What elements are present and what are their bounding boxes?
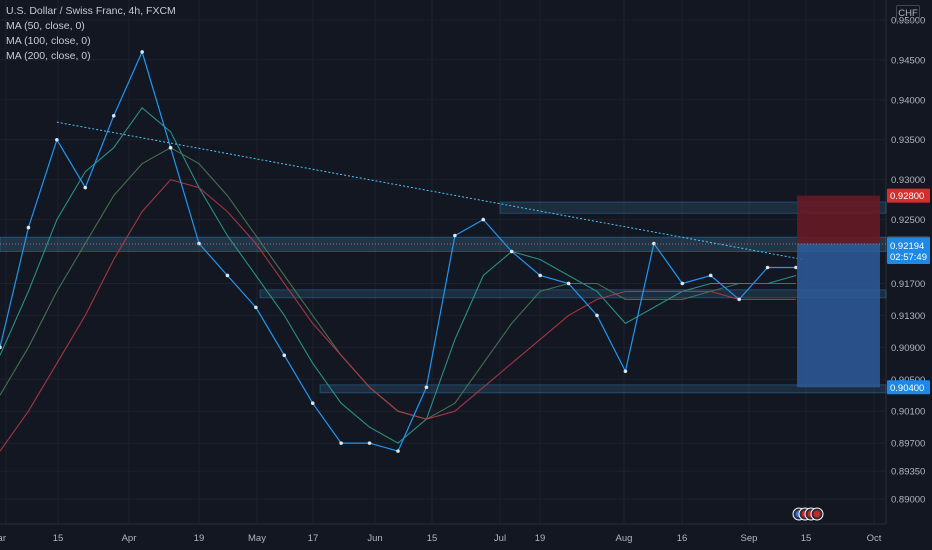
price-point-16 xyxy=(453,233,457,238)
price-point-11 xyxy=(310,401,315,406)
x-tick-label: 19 xyxy=(535,533,546,544)
trend-drawings xyxy=(56,121,804,260)
ma-line-3 xyxy=(0,179,796,452)
target-price-label-bg xyxy=(887,380,930,395)
y-tick-label: 0.91700 xyxy=(891,279,925,290)
current-price-label: 0.92194 xyxy=(890,241,924,252)
support-zone xyxy=(319,384,887,394)
x-tick-label: 19 xyxy=(194,533,205,544)
price-point-17 xyxy=(481,217,486,222)
x-tick-label: 15 xyxy=(53,533,64,544)
horizontal-zones xyxy=(0,201,887,394)
price-point-24 xyxy=(680,281,685,286)
y-tick-label: 0.94500 xyxy=(891,55,925,66)
price-point-19 xyxy=(538,273,542,278)
moving-averages xyxy=(0,106,797,452)
price-point-1 xyxy=(26,225,31,230)
y-tick-label: 0.94000 xyxy=(891,95,925,106)
target-price-label: 0.90400 xyxy=(890,383,924,394)
price-point-3 xyxy=(83,185,88,190)
price-point-15 xyxy=(424,385,429,390)
x-tick-label: Aug xyxy=(616,533,633,544)
price-point-21 xyxy=(595,313,599,318)
y-tick-label: 0.93500 xyxy=(891,135,925,146)
ma50-legend[interactable]: MA (50, close, 0) xyxy=(6,20,85,32)
price-series xyxy=(0,50,798,453)
countdown-label: 02:57:49 xyxy=(890,252,927,263)
ma100-legend[interactable]: MA (100, close, 0) xyxy=(6,35,91,47)
ma200-legend[interactable]: MA (200, close, 0) xyxy=(6,50,91,62)
upper-zone xyxy=(499,201,887,214)
y-tick-label: 0.95000 xyxy=(891,15,925,26)
ma-line-1 xyxy=(0,106,797,444)
economic-events-markers[interactable] xyxy=(792,507,824,521)
price-point-27 xyxy=(765,265,770,270)
y-tick-label: 0.90900 xyxy=(891,343,925,354)
price-point-12 xyxy=(339,441,343,445)
price-point-0 xyxy=(0,345,2,350)
price-point-20 xyxy=(566,281,571,286)
mid-zone xyxy=(259,289,887,299)
price-point-7 xyxy=(197,241,201,246)
chart-grid xyxy=(0,0,887,525)
x-tick-label: Jun xyxy=(367,533,382,544)
price-point-6 xyxy=(168,145,173,150)
stop-loss-zone xyxy=(797,195,880,244)
x-tick-label: 17 xyxy=(308,533,319,544)
chart-legend: U.S. Dollar / Swiss Franc, 4h, FXCM MA (… xyxy=(6,4,176,64)
long-short-position-tool[interactable] xyxy=(0,195,886,388)
price-point-4 xyxy=(111,113,116,118)
y-tick-label: 0.89700 xyxy=(891,439,925,450)
take-profit-zone xyxy=(797,243,880,388)
x-tick-label: May xyxy=(248,533,266,544)
stop-price-label: 0.92800 xyxy=(890,191,924,202)
x-tick-label: 15 xyxy=(427,533,438,544)
trendline xyxy=(56,121,804,260)
x-tick-label: Jul xyxy=(494,533,506,544)
price-point-5 xyxy=(140,50,144,54)
price-axis[interactable]: 0.95000 0.94500 0.94000 0.93500 0.93000 0.925… xyxy=(887,15,930,506)
price-point-26 xyxy=(737,297,741,302)
price-point-28 xyxy=(794,265,798,270)
currency-badge[interactable]: CHF xyxy=(896,5,920,22)
symbol-title[interactable]: U.S. Dollar / Swiss Franc, 4h, FXCM xyxy=(6,5,176,17)
price-point-18 xyxy=(509,249,514,254)
price-point-14 xyxy=(396,449,400,453)
price-point-13 xyxy=(367,441,372,445)
y-tick-label: 0.89350 xyxy=(891,467,925,478)
x-tick-label: ar xyxy=(0,533,6,544)
x-tick-label: Oct xyxy=(867,533,882,544)
price-point-2 xyxy=(55,137,59,142)
current-price-bg xyxy=(887,238,930,265)
y-tick-label: 0.93000 xyxy=(891,175,925,186)
y-tick-label: 0.89000 xyxy=(891,495,925,506)
price-point-8 xyxy=(225,273,230,278)
stop-price-label-bg xyxy=(887,188,930,203)
x-tick-label: 16 xyxy=(677,533,688,544)
x-tick-label: 15 xyxy=(801,533,812,544)
price-point-25 xyxy=(708,273,713,278)
event-flag-inner xyxy=(813,510,821,518)
price-point-22 xyxy=(623,369,628,374)
price-point-23 xyxy=(652,241,656,246)
y-tick-label: 0.90100 xyxy=(891,407,925,418)
price-point-9 xyxy=(254,305,258,310)
price-point-10 xyxy=(282,353,287,358)
y-tick-label: 0.91300 xyxy=(891,311,925,322)
y-tick-label: 0.92500 xyxy=(891,215,925,226)
x-tick-label: Sep xyxy=(741,533,758,544)
time-axis[interactable]: ar 15 Apr 19 May 17 Jun 15 Jul 19 Aug 16 Sep 15 Oct xyxy=(0,533,882,544)
x-tick-label: Apr xyxy=(122,533,137,544)
